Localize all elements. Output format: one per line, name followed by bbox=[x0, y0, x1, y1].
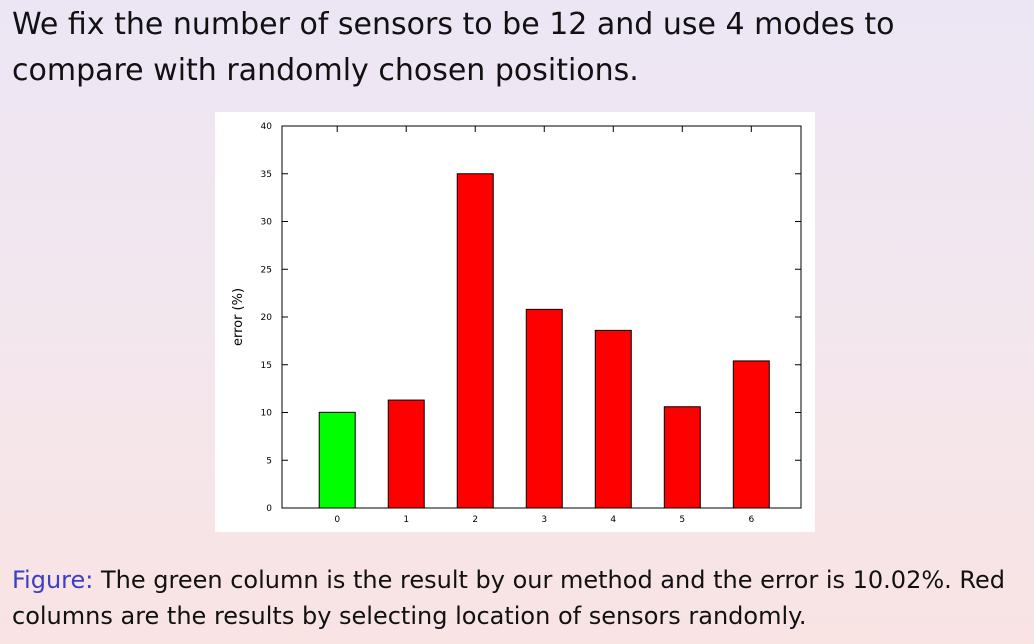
x-tick-label: 4 bbox=[610, 515, 616, 525]
bar-1 bbox=[387, 399, 425, 509]
x-tick-label: 5 bbox=[679, 515, 685, 525]
x-tick-label: 1 bbox=[403, 515, 409, 525]
slide-heading: We fix the number of sensors to be 12 an… bbox=[12, 7, 895, 88]
bars-group bbox=[318, 173, 770, 509]
y-tick-label: 10 bbox=[261, 409, 273, 419]
y-axis: 0 5 10 15 20 25 30 35 40 bbox=[261, 122, 801, 514]
y-tick-label: 5 bbox=[266, 456, 272, 466]
caption-label: Figure: bbox=[12, 566, 94, 594]
y-tick-label: 30 bbox=[261, 218, 273, 228]
x-tick-label: 6 bbox=[748, 515, 754, 525]
bar-chart: 0 5 10 15 20 25 30 35 40 0 1 2 3 4 5 6 error (%) bbox=[215, 112, 815, 532]
bar-5 bbox=[663, 406, 701, 509]
y-axis-label: error (%) bbox=[231, 288, 246, 346]
caption-text: The green column is the result by our me… bbox=[12, 566, 1005, 630]
x-tick-label: 0 bbox=[334, 515, 340, 525]
figure-caption: Figure: The green column is the result b… bbox=[12, 562, 1032, 634]
x-tick-label: 2 bbox=[472, 515, 478, 525]
bar-3 bbox=[525, 308, 563, 509]
y-tick-label: 0 bbox=[266, 504, 272, 514]
bar-2 bbox=[456, 173, 494, 509]
x-tick-label: 3 bbox=[541, 515, 547, 525]
y-tick-label: 40 bbox=[261, 122, 273, 132]
bar-0 bbox=[318, 411, 356, 509]
y-tick-label: 15 bbox=[261, 361, 272, 371]
plot-frame bbox=[281, 125, 802, 509]
y-tick-label: 20 bbox=[261, 313, 273, 323]
bar-6 bbox=[732, 360, 770, 509]
y-tick-label: 35 bbox=[261, 170, 272, 180]
bar-4 bbox=[594, 329, 632, 509]
chart-svg: 0 5 10 15 20 25 30 35 40 0 1 2 3 4 5 6 error (%) bbox=[231, 122, 802, 525]
y-tick-label: 25 bbox=[261, 265, 272, 275]
